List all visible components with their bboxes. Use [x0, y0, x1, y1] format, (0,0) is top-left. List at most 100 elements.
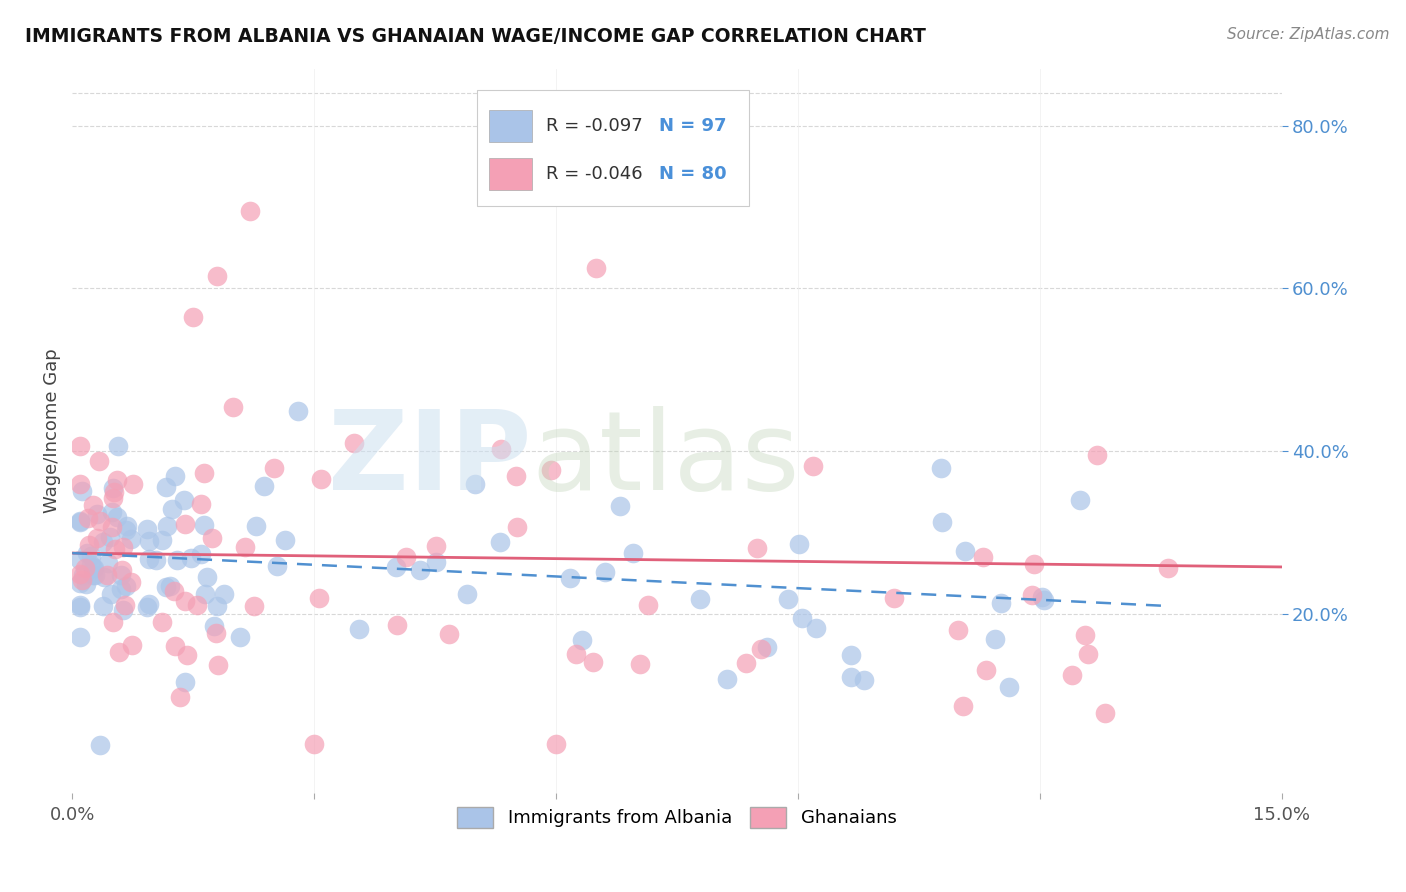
Point	[948, 623, 970, 637]
Point	[111, 563, 134, 577]
Point	[89, 514, 111, 528]
Point	[984, 632, 1007, 647]
Point	[243, 599, 266, 613]
Y-axis label: Wage/Income Gap: Wage/Income Gap	[44, 349, 60, 513]
Legend: Immigrants from Albania, Ghanaians: Immigrants from Albania, Ghanaians	[450, 800, 904, 835]
Point	[287, 403, 309, 417]
Point	[114, 599, 136, 613]
Point	[69, 630, 91, 644]
Point	[76, 546, 98, 560]
Point	[1069, 493, 1091, 508]
Point	[621, 547, 644, 561]
Point	[202, 619, 225, 633]
Point	[193, 518, 215, 533]
Point	[69, 576, 91, 591]
Point	[395, 549, 418, 564]
Point	[637, 598, 659, 612]
Point	[69, 515, 91, 529]
Point	[101, 615, 124, 630]
Point	[839, 670, 862, 684]
Point	[173, 493, 195, 508]
Point	[540, 463, 562, 477]
Point	[69, 600, 91, 615]
Point	[155, 518, 177, 533]
Point	[233, 540, 256, 554]
Point	[135, 599, 157, 614]
Point	[593, 565, 616, 579]
Point	[792, 611, 814, 625]
Point	[585, 261, 607, 276]
Point	[138, 551, 160, 566]
Point	[628, 657, 651, 671]
Point	[159, 579, 181, 593]
Point	[121, 638, 143, 652]
Point	[110, 567, 132, 582]
Point	[747, 541, 769, 556]
Point	[101, 481, 124, 495]
Point	[239, 204, 262, 219]
Text: R = -0.046: R = -0.046	[547, 165, 643, 184]
Point	[163, 469, 186, 483]
Point	[804, 622, 827, 636]
Point	[150, 615, 173, 629]
Point	[347, 622, 370, 636]
Point	[311, 472, 333, 486]
Point	[385, 560, 408, 574]
Point	[174, 594, 197, 608]
Point	[1021, 588, 1043, 602]
FancyBboxPatch shape	[489, 159, 531, 190]
Point	[716, 672, 738, 686]
Point	[96, 568, 118, 582]
Point	[787, 537, 810, 551]
Point	[1157, 561, 1180, 575]
Point	[456, 586, 478, 600]
Point	[100, 520, 122, 534]
Point	[89, 738, 111, 752]
Point	[138, 534, 160, 549]
Point	[136, 522, 159, 536]
Point	[72, 567, 94, 582]
Point	[972, 549, 994, 564]
Point	[756, 640, 779, 654]
Point	[69, 567, 91, 582]
Point	[425, 555, 447, 569]
Point	[80, 558, 103, 573]
Point	[138, 598, 160, 612]
Point	[180, 550, 202, 565]
Point	[69, 515, 91, 529]
Point	[97, 556, 120, 570]
Point	[214, 587, 236, 601]
Point	[953, 543, 976, 558]
Point	[974, 663, 997, 677]
Point	[107, 645, 129, 659]
Point	[194, 587, 217, 601]
Text: ZIP: ZIP	[329, 407, 531, 514]
Point	[83, 561, 105, 575]
Point	[409, 563, 432, 577]
Point	[82, 498, 104, 512]
Point	[571, 633, 593, 648]
Point	[749, 642, 772, 657]
Point	[343, 436, 366, 450]
Point	[609, 499, 631, 513]
Point	[160, 502, 183, 516]
Point	[506, 520, 529, 534]
Point	[464, 476, 486, 491]
Point	[931, 461, 953, 475]
Text: N = 80: N = 80	[659, 165, 727, 184]
Point	[1077, 648, 1099, 662]
FancyBboxPatch shape	[478, 90, 749, 206]
Point	[75, 577, 97, 591]
Text: Source: ZipAtlas.com: Source: ZipAtlas.com	[1226, 27, 1389, 42]
Point	[69, 439, 91, 453]
Point	[190, 547, 212, 561]
Point	[115, 579, 138, 593]
Point	[100, 586, 122, 600]
Point	[565, 647, 588, 661]
Point	[112, 540, 135, 554]
Point	[560, 571, 582, 585]
Point	[91, 535, 114, 549]
Point	[193, 466, 215, 480]
Point	[120, 575, 142, 590]
Point	[1031, 590, 1053, 604]
